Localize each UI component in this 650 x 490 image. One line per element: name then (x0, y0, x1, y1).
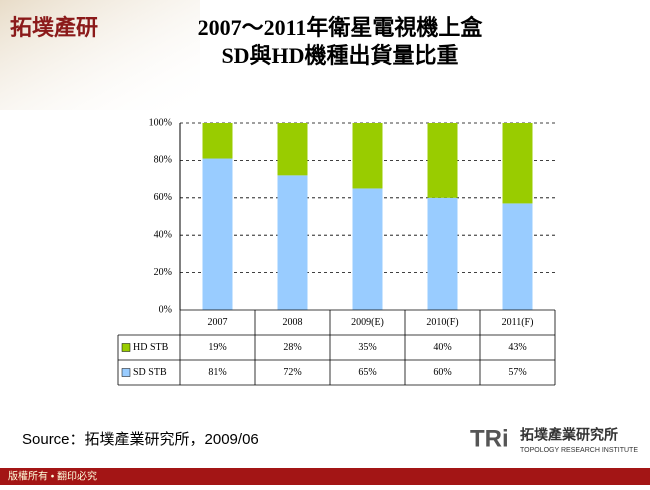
x-tick-label: 2011(F) (502, 317, 534, 328)
chart-title: SD與HD機種出貨量比重 (221, 43, 458, 68)
bar-segment (427, 123, 458, 198)
data-label: 19% (208, 342, 226, 353)
bar-segment (202, 123, 233, 159)
data-label: 57% (508, 367, 526, 378)
x-tick-label: 2010(F) (426, 317, 458, 328)
data-label: 28% (283, 342, 301, 353)
logo: 拓墣產研 (10, 15, 98, 40)
x-tick-label: 2008 (283, 317, 303, 328)
y-tick-label: 60% (154, 192, 172, 203)
bar-segment (502, 123, 533, 204)
y-tick-label: 0% (159, 304, 172, 315)
legend-swatch (121, 368, 131, 377)
corner-shade (0, 0, 200, 110)
brand-mark: TRi (470, 425, 509, 452)
data-label: 43% (508, 342, 526, 353)
chart-title: 2007～2011年衛星電視機上盒 (198, 15, 484, 40)
y-tick-label: 80% (154, 155, 172, 166)
y-tick-label: 40% (154, 229, 172, 240)
y-tick-label: 20% (154, 267, 172, 278)
x-tick-label: 2007 (208, 317, 228, 328)
bar-segment (277, 175, 308, 310)
data-label: 40% (433, 342, 451, 353)
bar-segment (277, 123, 308, 176)
brand-name: 拓墣產業研究所 (520, 427, 618, 443)
footer: 版權所有 • 翻印必究 (8, 470, 97, 483)
data-label: 65% (358, 367, 376, 378)
data-label: 81% (208, 367, 226, 378)
data-label: 72% (283, 367, 301, 378)
bar-segment (502, 203, 533, 310)
legend-swatch (121, 343, 131, 352)
data-label: 35% (358, 342, 376, 353)
source: Source：拓墣產業研究所，2009/06 (22, 431, 259, 448)
footer-bar (0, 468, 650, 485)
y-tick-label: 100% (149, 117, 172, 128)
bar-segment (352, 188, 383, 310)
bar-segment (427, 197, 458, 310)
legend-label: HD STB (133, 342, 169, 353)
bar-segment (352, 123, 383, 189)
brand-english: TOPOLOGY RESEARCH INSTITUTE (520, 447, 638, 454)
data-label: 60% (433, 367, 451, 378)
x-tick-label: 2009(E) (351, 317, 384, 328)
bar-segment (202, 158, 233, 310)
legend-label: SD STB (133, 367, 167, 378)
